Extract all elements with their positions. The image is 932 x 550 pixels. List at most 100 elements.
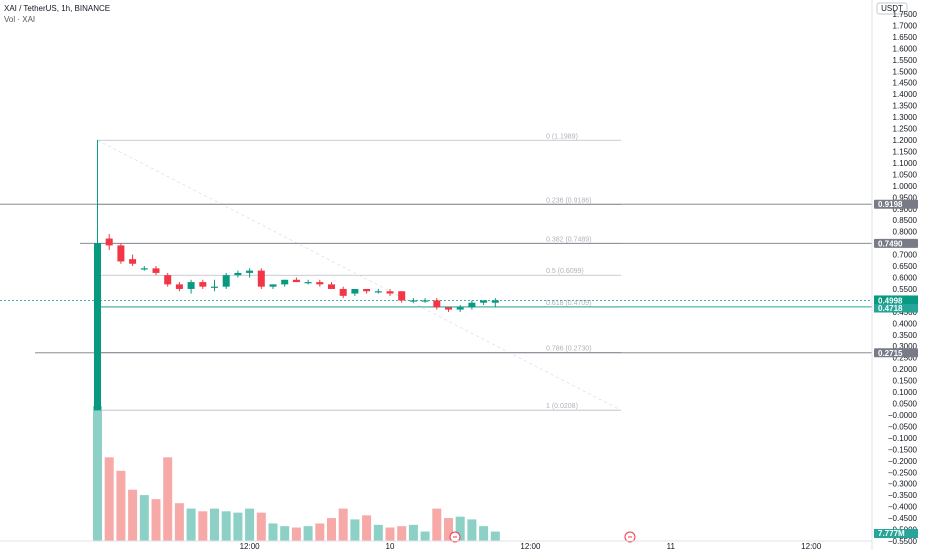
volume-bar <box>151 499 161 541</box>
currency-badge <box>876 2 908 15</box>
volume-bar <box>256 512 266 541</box>
time-tick-label: 10 <box>386 542 395 550</box>
volume-bar <box>139 495 149 541</box>
price-tick-label: 1.1500 <box>893 147 918 156</box>
volume-bar <box>221 511 231 541</box>
volume-bar <box>174 503 184 541</box>
volume-bar <box>455 516 465 541</box>
price-tag-background <box>874 303 918 312</box>
last-price-value: 0.4998 <box>878 296 903 305</box>
event-markers[interactable] <box>449 531 636 543</box>
candle-body <box>94 243 101 411</box>
price-tick-label: 1.6000 <box>893 44 918 53</box>
candle-body <box>386 291 394 294</box>
candle-body <box>222 275 230 287</box>
price-tick-label: 0.5500 <box>893 285 918 294</box>
candle-body <box>129 259 137 264</box>
price-tick-label: −0.1000 <box>888 434 918 443</box>
price-tick-label: 0.2000 <box>893 365 918 374</box>
volume-bar <box>490 531 500 541</box>
price-tick-label: 0.0500 <box>893 400 918 409</box>
volume-bar <box>280 526 290 541</box>
fib-level-label: 0.5 (0.6099) <box>546 268 584 275</box>
candle-body <box>316 282 324 285</box>
price-tick-label: −0.2500 <box>888 468 918 477</box>
volume-bar <box>233 512 243 541</box>
price-tick-label: −0.4000 <box>888 503 918 512</box>
candle-body <box>398 291 406 301</box>
price-tick-label: 1.0500 <box>893 170 918 179</box>
candle-body <box>246 270 254 273</box>
price-tick-label: 0.9000 <box>893 205 918 214</box>
candle-body <box>105 238 113 246</box>
price-tick-label: 0.8500 <box>893 216 918 225</box>
candle-body <box>445 307 452 310</box>
candle-body <box>211 286 218 288</box>
price-tick-label: 1.7500 <box>893 10 918 19</box>
candle-body <box>199 282 207 287</box>
candle-body <box>257 270 265 287</box>
price-tick-label: −0.1500 <box>888 445 918 454</box>
candle-body <box>281 279 289 285</box>
price-tick-label: −0.0500 <box>888 422 918 431</box>
horizontal-lines[interactable] <box>0 203 872 354</box>
candle-body <box>433 300 441 308</box>
volume-bar <box>444 518 453 541</box>
volume-legend: Vol · XAI <box>4 15 36 24</box>
volume-bar <box>186 508 196 541</box>
candle-body <box>421 300 429 302</box>
price-tick-label: 1.2000 <box>893 136 918 145</box>
price-tick-label: 1.3000 <box>893 113 918 122</box>
time-tick-label: 12:00 <box>240 542 261 550</box>
volume-bar <box>408 524 418 541</box>
price-tick-label: 0.1500 <box>893 377 918 386</box>
price-tick-label: −0.2000 <box>888 457 918 466</box>
price-tick-label: 1.4000 <box>893 90 918 99</box>
price-tick-label: 1.0000 <box>893 182 918 191</box>
candle-body <box>304 282 312 284</box>
fibonacci-retracement[interactable]: 0 (1.1989) 0.236 (0.9186) 0.382 (0.7489) 0.… <box>97 133 622 411</box>
price-tick-label: 0.7000 <box>893 251 918 260</box>
price-tag-background <box>874 238 918 248</box>
price-tick-label: 1.5000 <box>893 67 918 76</box>
volume-bar <box>198 511 208 541</box>
price-tick-label: 0.6000 <box>893 274 918 283</box>
candle-body <box>269 284 277 287</box>
volume-bar <box>210 508 219 541</box>
candle-body <box>234 272 242 276</box>
candle-body <box>480 300 488 303</box>
fib-level-label: 0.382 (0.7489) <box>546 236 592 243</box>
price-tag: 0.7490 <box>878 239 903 248</box>
volume-bar <box>116 470 126 541</box>
volume-bar <box>385 527 395 541</box>
price-tick-label: −0.0000 <box>888 411 918 420</box>
price-tick-label: 0.1000 <box>893 388 918 397</box>
volume-bar <box>268 523 278 541</box>
volume-bar <box>315 523 325 541</box>
fib-level-label: 0.618 (0.4709) <box>546 300 592 307</box>
candle-body <box>363 288 371 292</box>
candle-body <box>468 302 476 308</box>
volume-bar <box>163 457 173 541</box>
volume-bar <box>327 518 336 541</box>
price-tag: 0.2715 <box>878 349 903 358</box>
time-tick-label: 11 <box>667 542 676 550</box>
candle-body <box>351 288 359 294</box>
volume-bar <box>362 515 372 541</box>
volume-bar <box>420 531 430 541</box>
volume-bar <box>245 508 255 541</box>
volume-bar <box>373 524 383 541</box>
price-tick-label: 0.2500 <box>893 354 918 363</box>
time-tick-label: 12:00 <box>801 542 822 550</box>
candle-body <box>140 268 148 270</box>
price-tick-label: 1.1000 <box>893 159 918 168</box>
price-tick-label: 1.4500 <box>893 79 918 88</box>
price-tick-label: 1.3500 <box>893 102 918 111</box>
candle-body <box>328 284 335 289</box>
time-tick-label: 12:00 <box>520 542 541 550</box>
symbol-title[interactable]: XAI / TetherUS, 1h, BINANCE <box>4 4 111 13</box>
volume-bar <box>467 519 477 541</box>
